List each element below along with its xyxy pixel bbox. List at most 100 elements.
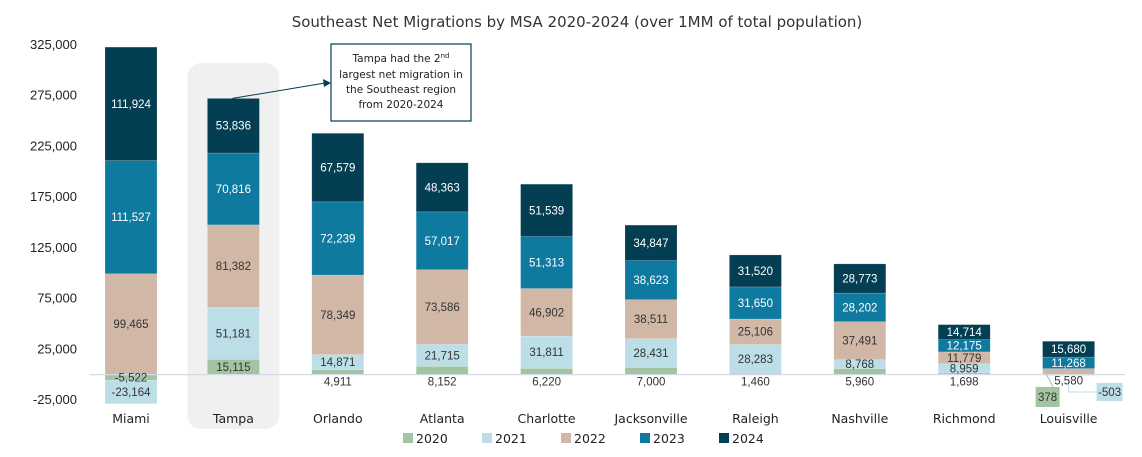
x-tick-label: Miami xyxy=(112,411,150,426)
data-label-2023: 28,202 xyxy=(842,302,877,314)
bar-segment-2021 xyxy=(520,335,573,369)
annotation-line-2: largest net migration in xyxy=(339,69,463,81)
data-label-2022: 81,382 xyxy=(216,261,251,273)
data-label-2021: 31,811 xyxy=(529,347,563,359)
y-tick-label: 225,000 xyxy=(30,138,77,153)
legend-item-2020: 2020 xyxy=(403,431,448,446)
legend-label: 2022 xyxy=(574,431,606,446)
data-label-2020: 4,911 xyxy=(324,377,352,389)
bar-stack-charlotte xyxy=(520,183,573,375)
x-tick-label: Charlotte xyxy=(518,411,576,426)
bar-segment-2024 xyxy=(624,224,678,261)
data-label-2020: 5,960 xyxy=(845,377,874,389)
bar-stack-miami xyxy=(104,46,158,405)
bar-segment-2020 xyxy=(311,369,365,375)
annotation-callout: Tampa had the 2nd largest net migration i… xyxy=(232,43,472,122)
annotation-arrowhead xyxy=(323,79,331,87)
bar-segment-2024 xyxy=(311,132,365,203)
annotation-line-1: Tampa had the 2nd xyxy=(351,52,449,65)
data-label-2024: 14,714 xyxy=(947,327,983,339)
bar-segment-2023 xyxy=(624,260,678,300)
data-label-2020: 8,152 xyxy=(428,377,457,389)
x-tick-label: Richmond xyxy=(933,411,996,426)
data-label-2024: 28,773 xyxy=(842,273,877,285)
y-tick-label: 75,000 xyxy=(37,291,77,306)
legend-swatch xyxy=(719,433,729,443)
data-label-2021: 8,959 xyxy=(950,363,979,375)
callout-box-2021 xyxy=(1096,383,1123,401)
bar-segment-2020 xyxy=(624,367,678,375)
bar-stack-tampa xyxy=(207,98,260,375)
data-label-2024: 15,680 xyxy=(1051,344,1086,356)
data-label-2024: 53,836 xyxy=(216,121,251,133)
bar-segment-2024 xyxy=(1042,340,1095,358)
data-label-2022: 11,779 xyxy=(947,353,981,365)
bar-segment-2020 xyxy=(520,368,573,375)
bar-segment-2021 xyxy=(833,359,887,369)
bar-segment-2023 xyxy=(729,286,782,320)
data-label-2022: 46,902 xyxy=(529,307,564,319)
data-label-2021: -23,164 xyxy=(111,387,151,399)
y-tick-label: 25,000 xyxy=(37,341,77,356)
bar-stack-richmond xyxy=(937,324,991,375)
data-label-2021: 14,871 xyxy=(320,357,355,369)
data-label-2024: 67,579 xyxy=(320,163,355,175)
legend-item-2022: 2022 xyxy=(561,431,606,446)
leader-line xyxy=(1068,378,1098,393)
x-tick-label: Tampa xyxy=(212,411,254,426)
data-label-2021: 51,181 xyxy=(216,328,251,340)
callout-box-2020 xyxy=(1035,387,1060,407)
data-label-2024: 51,539 xyxy=(529,205,564,217)
annotation-arrow-line xyxy=(232,82,326,99)
legend-item-2021: 2021 xyxy=(482,431,527,446)
data-label-2023: 57,017 xyxy=(425,236,460,248)
legend-swatch xyxy=(482,433,492,443)
data-label-2020: -5,522 xyxy=(115,372,148,384)
x-tick-label: Raleigh xyxy=(732,411,779,426)
x-tick-label: Atlanta xyxy=(420,411,465,426)
bar-segment-2021 xyxy=(729,344,782,374)
bar-segment-2023 xyxy=(520,236,573,289)
bar-stack-jacksonville xyxy=(624,224,678,375)
bar-segment-2021 xyxy=(104,379,158,405)
bar-segment-2024 xyxy=(833,263,887,294)
data-label-2023: 70,816 xyxy=(216,184,251,196)
data-label-2023: 31,650 xyxy=(738,298,773,310)
data-label-2022: 5,580 xyxy=(1054,376,1083,388)
bar-stack-orlando xyxy=(311,132,365,375)
legend-swatch xyxy=(403,433,413,443)
data-labels-layer: -5,522 -23,164 99,465 111,527 111,924 15,115 5… xyxy=(111,99,1123,407)
y-tick-label: 325,000 xyxy=(30,37,77,52)
legend-label: 2021 xyxy=(495,431,527,446)
data-label-2020: 1,460 xyxy=(741,377,770,389)
x-axis: Miami Tampa Orlando Atlanta Charlotte Jackson… xyxy=(112,411,1098,426)
bar-segment-2023 xyxy=(104,160,158,275)
data-label-2020: 6,220 xyxy=(532,377,561,389)
bar-segment-2022 xyxy=(520,288,573,337)
bar-segment-2022 xyxy=(207,224,260,308)
bars-layer xyxy=(104,46,1095,405)
bar-stack-atlanta xyxy=(415,162,469,375)
bar-segment-2024 xyxy=(729,254,782,288)
x-tick-label: Nashville xyxy=(831,411,888,426)
data-label-2024: 111,924 xyxy=(111,99,151,111)
bar-segment-2024 xyxy=(207,98,260,154)
bar-segment-2021 xyxy=(624,338,678,368)
data-label-2022: 37,491 xyxy=(842,336,877,348)
data-label-2022: 38,511 xyxy=(634,314,668,326)
bar-segment-2024 xyxy=(937,324,991,340)
bar-stack-nashville xyxy=(833,263,887,375)
legend-item-2023: 2023 xyxy=(640,431,685,446)
data-label-2020: 378 xyxy=(1038,392,1057,404)
x-tick-label: Louisville xyxy=(1040,411,1098,426)
data-label-2022: 25,106 xyxy=(738,327,773,339)
bar-segment-2022 xyxy=(624,299,678,340)
legend-label: 2024 xyxy=(732,431,764,446)
data-label-2020: 15,115 xyxy=(216,362,250,374)
legend-label: 2023 xyxy=(653,431,685,446)
legend-label: 2020 xyxy=(416,431,448,446)
y-tick-label: -25,000 xyxy=(33,392,77,407)
data-label-2021: 8,768 xyxy=(845,359,874,371)
y-axis: 325,000 275,000 225,000 175,000 125,000 75,00… xyxy=(30,37,77,407)
